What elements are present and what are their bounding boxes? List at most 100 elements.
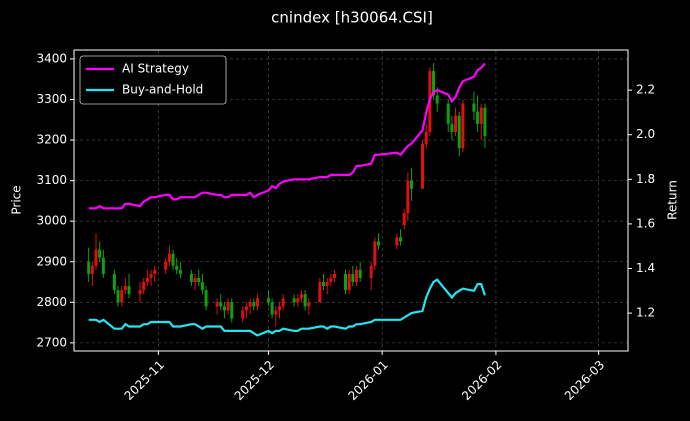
candle-body [270, 302, 274, 315]
candle-body [358, 269, 362, 278]
candle-body [277, 306, 281, 311]
candle-body [167, 253, 171, 262]
y-tick-label: 3200 [36, 133, 67, 147]
candle-body [200, 282, 204, 291]
candle-body [90, 265, 94, 274]
candle-body [120, 290, 124, 303]
candle-body [402, 213, 406, 226]
candle-body [351, 273, 355, 283]
candle-body [296, 298, 300, 303]
candle-body [112, 273, 116, 291]
candle-body [222, 306, 226, 311]
y2-tick-label: 2.0 [636, 127, 655, 141]
candle-body [472, 103, 476, 112]
candle-body [325, 282, 329, 287]
candle-body [204, 290, 208, 307]
candle-body [153, 269, 157, 274]
candle-body [197, 277, 201, 283]
candle-body [329, 277, 333, 283]
candle-body [123, 286, 127, 291]
y2-tick-label: 1.2 [636, 306, 655, 320]
candle-body [87, 261, 91, 274]
candle-body [145, 277, 149, 283]
candle-body [193, 277, 197, 283]
y2-tick-label: 2.2 [636, 83, 655, 97]
candle-body [318, 282, 322, 303]
candle-body [178, 269, 182, 274]
candle-body [299, 294, 303, 299]
candle-body [399, 237, 403, 242]
y2-axis-label: Return [666, 180, 680, 220]
candle-body [149, 273, 153, 278]
candle-body [138, 290, 142, 295]
candle-body [446, 103, 450, 124]
candle-body [369, 265, 373, 278]
y-tick-label: 2700 [36, 335, 67, 349]
candle-body [307, 302, 311, 307]
chart-title: cnindex [h30064.CSI] [271, 9, 433, 27]
candle-body [421, 144, 425, 189]
candle-body [410, 180, 414, 189]
candle-body [373, 241, 377, 266]
y-tick-label: 3400 [36, 51, 67, 65]
candle-body [483, 107, 487, 136]
candle-body [248, 302, 252, 307]
y-tick-label: 3000 [36, 214, 67, 228]
candle-body [252, 302, 256, 307]
candle-body [424, 131, 428, 145]
candle-body [332, 273, 336, 278]
candle-body [479, 107, 483, 124]
y-axis-label: Price [10, 185, 24, 214]
candle-body [219, 302, 223, 307]
candle-body [454, 115, 458, 132]
y2-tick-label: 1.6 [636, 216, 655, 230]
plot-frame [73, 49, 629, 352]
candle-body [432, 71, 436, 96]
candle-body [171, 253, 175, 266]
candle-body [189, 273, 193, 283]
candle-body [321, 282, 325, 287]
candle-body [127, 286, 131, 295]
candle-body [303, 294, 307, 307]
series-line [88, 62, 486, 210]
series-line [88, 278, 486, 337]
candle-body [175, 265, 179, 270]
candle-body [94, 249, 98, 266]
candle-body [101, 257, 105, 274]
candle-body [226, 302, 230, 311]
candle-body [292, 298, 296, 303]
candle-body [281, 298, 285, 307]
y-tick-label: 2800 [36, 295, 67, 309]
y2-tick-label: 1.8 [636, 172, 655, 186]
candle-body [244, 306, 248, 311]
candle-body [395, 237, 399, 246]
candle-body [164, 261, 168, 270]
y-tick-label: 2900 [36, 254, 67, 268]
legend-box [79, 55, 227, 105]
candle-body [355, 269, 359, 283]
candle-body [215, 302, 219, 307]
candle-body [377, 241, 381, 246]
candle-body [450, 123, 454, 132]
candle-body [274, 310, 278, 315]
candle-body [457, 115, 461, 149]
candle-body [230, 302, 234, 319]
candle-body [241, 310, 245, 319]
candle-body [266, 298, 270, 303]
candle-body [343, 273, 347, 291]
y-tick-label: 3300 [36, 92, 67, 106]
candle-body [435, 95, 439, 104]
candle-body [255, 298, 259, 307]
y2-tick-label: 1.4 [636, 261, 655, 275]
legend-label: AI Strategy [122, 62, 189, 76]
candle-body [116, 290, 120, 303]
candle-body [98, 249, 102, 258]
candle-body [476, 111, 480, 124]
candle-body [461, 103, 465, 149]
legend-label: Buy-and-Hold [122, 83, 203, 97]
candle-body [142, 282, 146, 291]
candle-body [406, 180, 410, 214]
y-tick-label: 3100 [36, 173, 67, 187]
candle-body [347, 273, 351, 291]
